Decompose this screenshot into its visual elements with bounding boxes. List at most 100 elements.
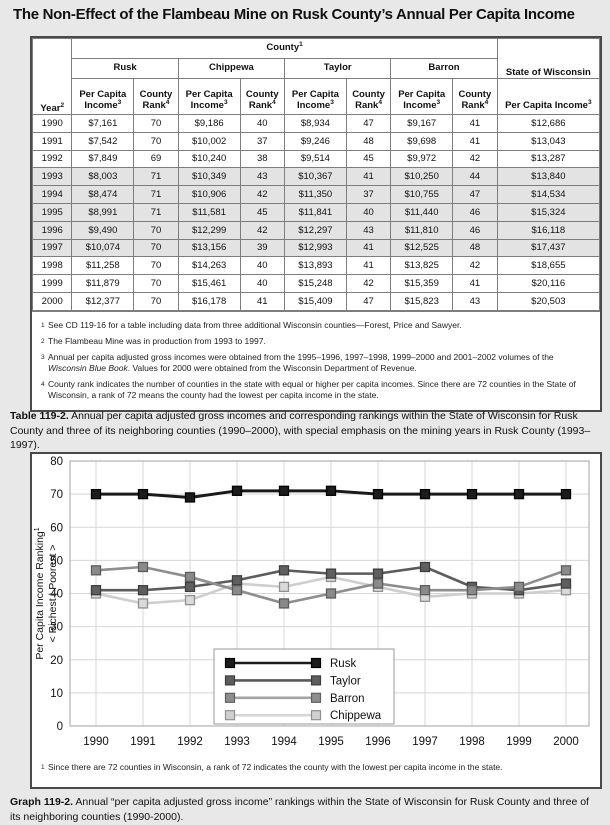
value-cell: 39 — [239, 238, 286, 258]
value-cell: $15,324 — [496, 202, 601, 222]
value-cell: $15,409 — [284, 291, 347, 311]
income-table-body: 1990 $7,161 70 $9,186 40 $8,934 47 $9,167 41 $12,… — [31, 114, 601, 311]
value-cell: $15,823 — [390, 291, 454, 311]
value-cell: 44 — [452, 167, 498, 187]
value-cell: 40 — [239, 256, 286, 276]
y-axis-label-line2: < Richest | Poorest > — [47, 545, 59, 643]
value-cell: 70 — [133, 274, 179, 293]
marker-rusk — [372, 488, 384, 500]
county-header-chippewa: Chippewa — [177, 58, 286, 79]
value-cell: 70 — [133, 114, 179, 133]
table-row-1991: 1991 $7,542 70 $10,002 37 $9,246 48 $9,698 41 $13… — [31, 131, 601, 151]
value-cell: $10,240 — [177, 149, 241, 169]
value-cell: 42 — [239, 220, 286, 240]
value-cell: 42 — [452, 149, 498, 169]
marker-taylor — [137, 561, 149, 573]
value-cell: $7,849 — [71, 149, 135, 169]
value-cell: $15,461 — [177, 274, 241, 293]
marker-barron — [372, 568, 384, 579]
marker-taylor — [372, 578, 384, 589]
table-row-1990: 1990 $7,161 70 $9,186 40 $8,934 47 $9,167 41 $12,… — [31, 114, 601, 133]
value-cell: 41 — [345, 167, 392, 187]
footnote-text: Since there are 72 counties in Wisconsin… — [48, 762, 503, 772]
value-cell: $8,474 — [71, 185, 135, 204]
value-cell: 45 — [345, 149, 392, 169]
value-cell: 47 — [345, 291, 392, 311]
marker-barron — [184, 581, 196, 593]
value-cell: 38 — [239, 149, 286, 169]
value-cell: $13,840 — [496, 167, 601, 187]
year-cell: 1995 — [31, 202, 73, 222]
value-cell: 48 — [452, 238, 498, 258]
year-cell: 1990 — [31, 114, 73, 133]
footnote-2: 2 The Flambeau Mine was in production fro… — [41, 336, 588, 347]
value-cell: $12,297 — [284, 220, 347, 240]
table-caption-text: Annual per capita adjusted gross incomes… — [10, 410, 591, 451]
x-tick-label: 2000 — [553, 736, 579, 748]
marker-taylor — [513, 581, 525, 593]
value-cell: $9,698 — [390, 131, 454, 151]
value-cell: 41 — [452, 274, 498, 293]
value-cell: 46 — [452, 202, 498, 222]
value-cell: 48 — [345, 131, 392, 151]
marker-taylor — [184, 571, 196, 583]
value-cell: 43 — [345, 220, 392, 240]
value-cell: $14,263 — [177, 256, 241, 276]
x-tick-label: 1991 — [130, 736, 156, 748]
value-cell: 71 — [133, 167, 179, 187]
year-cell: 1998 — [31, 256, 73, 276]
value-cell: $8,934 — [284, 114, 347, 133]
footnote-3: 3 Annual per capita adjusted gross income… — [41, 352, 588, 374]
value-cell: $13,893 — [284, 256, 347, 276]
y-axis-label-line1: Per Capita Income Ranking1 — [34, 527, 46, 659]
value-cell: $10,002 — [177, 131, 241, 151]
value-cell: 47 — [345, 114, 392, 133]
y-tick-label: 10 — [50, 688, 63, 700]
marker-taylor — [419, 585, 431, 596]
marker-rusk — [231, 485, 243, 496]
value-cell: 70 — [133, 291, 179, 311]
marker-rusk — [184, 492, 196, 503]
marker-taylor — [231, 585, 243, 596]
value-cell: 42 — [239, 185, 286, 204]
county-header-taylor: Taylor — [284, 58, 392, 79]
y-tick-label: 50 — [50, 555, 63, 567]
legend-box — [213, 648, 395, 725]
footnote-1: 1 See CD 119-16 for a table including dat… — [41, 320, 588, 331]
marker-barron — [325, 568, 337, 579]
value-cell: $11,581 — [177, 202, 241, 222]
state-column-header: State of Wisconsin — [496, 38, 601, 79]
x-tick-label: 1992 — [177, 736, 203, 748]
value-cell: $10,367 — [284, 167, 347, 187]
value-cell: $15,359 — [390, 274, 454, 293]
value-cell: 41 — [452, 131, 498, 151]
value-cell: $12,686 — [496, 114, 601, 133]
footnote-4: 4 County rank indicates the number of cou… — [41, 379, 588, 401]
value-cell: $8,003 — [71, 167, 135, 187]
value-cell: 70 — [133, 256, 179, 276]
x-tick-label: 1995 — [318, 736, 344, 748]
value-cell: $20,503 — [496, 291, 601, 311]
table-caption: Table 119-2. Annual per capita adjusted … — [10, 409, 602, 453]
value-cell: 43 — [239, 167, 286, 187]
marker-rusk — [90, 488, 102, 500]
value-cell: 37 — [239, 131, 286, 151]
graph-caption-label: Graph 119-2. — [10, 796, 74, 808]
value-cell: 70 — [133, 238, 179, 258]
table-row-1997: 1997 $10,074 70 $13,156 39 $12,993 41 $12,525 48… — [31, 238, 601, 258]
rank-header: County Rank4 — [239, 78, 286, 115]
value-cell: 46 — [452, 220, 498, 240]
value-cell: 71 — [133, 202, 179, 222]
legend-label-taylor: Taylor — [330, 675, 361, 687]
x-tick-label: 1999 — [506, 736, 532, 748]
value-cell: $8,991 — [71, 202, 135, 222]
x-tick-label: 1997 — [412, 736, 438, 748]
county-group-header: County1 — [71, 38, 498, 59]
y-tick-label: 30 — [50, 622, 63, 634]
x-tick-label: 1994 — [271, 736, 297, 748]
value-cell: $11,879 — [71, 274, 135, 293]
graph-caption: Graph 119-2. Annual “per capita adjusted… — [10, 795, 602, 824]
marker-rusk — [278, 485, 290, 496]
table-row-1996: 1996 $9,490 70 $12,299 42 $12,297 43 $11,810 46 $… — [31, 220, 601, 240]
table-row-1999: 1999 $11,879 70 $15,461 40 $15,248 42 $15,359 41… — [31, 274, 601, 293]
